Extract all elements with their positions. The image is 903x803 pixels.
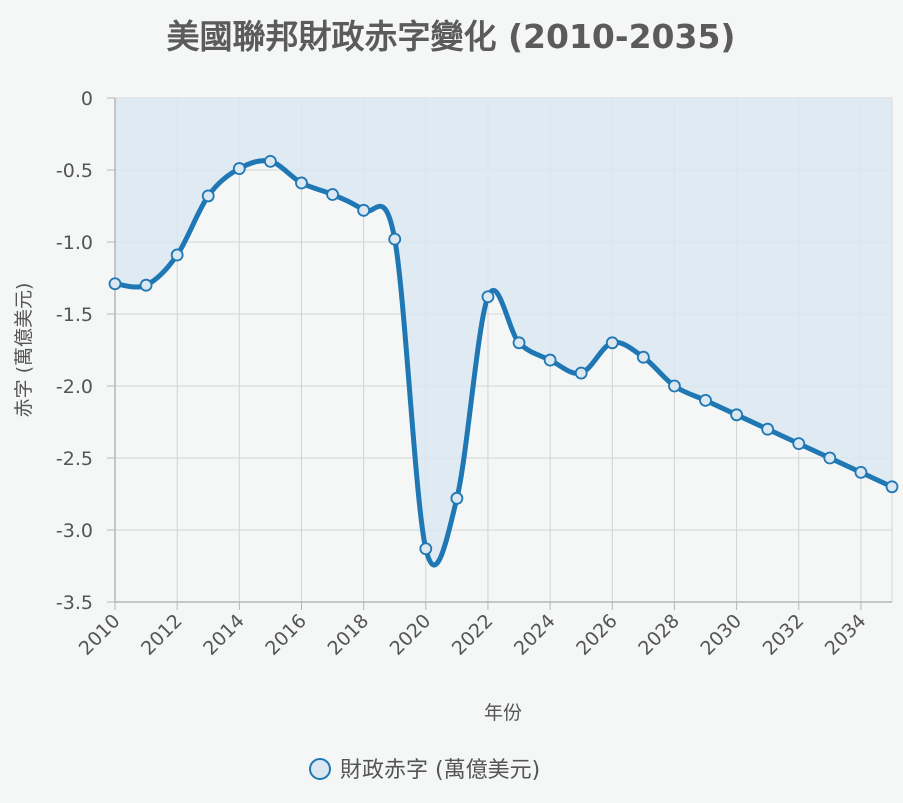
x-axis-ticks: 2010 2012 2014 2016 2018 2020 2022 2024 2026 2028… bbox=[75, 602, 871, 660]
x-axis-title: 年份 bbox=[484, 702, 522, 724]
data-point[interactable] bbox=[605, 336, 619, 350]
data-point[interactable] bbox=[139, 278, 153, 292]
x-tick-label: 2030 bbox=[696, 610, 746, 660]
data-point[interactable] bbox=[232, 162, 246, 175]
data-point[interactable] bbox=[170, 248, 184, 262]
legend-label: 財政赤字 (萬億美元) bbox=[340, 758, 540, 783]
deficit-line bbox=[112, 158, 895, 568]
data-point[interactable] bbox=[357, 203, 371, 217]
data-point[interactable] bbox=[481, 290, 495, 304]
data-point[interactable] bbox=[574, 366, 588, 380]
y-tick-label: -1.0 bbox=[56, 232, 93, 254]
y-tick-label: -3.0 bbox=[56, 520, 93, 542]
x-tick-label: 2028 bbox=[634, 610, 684, 660]
x-tick-label: 2024 bbox=[510, 610, 560, 660]
legend[interactable]: 財政赤字 (萬億美元) bbox=[309, 758, 540, 783]
y-axis-ticks: 0 -0.5 -1.0 -1.5 -2.0 -2.5 -3.0 -3.5 bbox=[56, 88, 115, 614]
data-point[interactable] bbox=[636, 350, 650, 364]
x-tick-label: 2022 bbox=[448, 610, 498, 660]
x-tick-label: 2014 bbox=[199, 610, 249, 660]
data-point[interactable] bbox=[512, 336, 526, 350]
y-tick-label: -1.5 bbox=[56, 304, 93, 326]
axes bbox=[114, 98, 892, 603]
deficit-area-fill bbox=[115, 98, 892, 566]
y-tick-label: -3.5 bbox=[56, 592, 93, 614]
data-point[interactable] bbox=[668, 379, 681, 393]
y-axis-title: 赤字 (萬億美元) bbox=[13, 283, 35, 418]
data-point[interactable] bbox=[730, 408, 743, 422]
legend-marker bbox=[309, 758, 331, 780]
data-point[interactable] bbox=[450, 491, 464, 505]
data-point[interactable] bbox=[885, 480, 899, 494]
y-tick-label: 0 bbox=[81, 88, 93, 110]
y-tick-label: -2.5 bbox=[56, 448, 93, 470]
y-tick-label: -0.5 bbox=[56, 160, 93, 182]
data-point[interactable] bbox=[108, 277, 122, 291]
data-point[interactable] bbox=[761, 422, 775, 436]
data-point[interactable] bbox=[419, 542, 433, 556]
data-points bbox=[108, 154, 899, 556]
x-tick-label: 2016 bbox=[261, 610, 311, 660]
x-tick-label: 2018 bbox=[323, 610, 373, 660]
chart-title: 美國聯邦財政赤字變化 (2010-2035) bbox=[166, 17, 735, 56]
y-tick-label: -2.0 bbox=[56, 376, 93, 398]
data-point[interactable] bbox=[201, 189, 215, 203]
data-point[interactable] bbox=[295, 176, 308, 190]
data-point[interactable] bbox=[699, 393, 712, 407]
x-tick-label: 2012 bbox=[137, 610, 187, 660]
data-point[interactable] bbox=[263, 154, 277, 168]
x-tick-label: 2034 bbox=[821, 610, 871, 660]
data-point[interactable] bbox=[823, 451, 837, 465]
data-point[interactable] bbox=[543, 353, 557, 367]
x-tick-label: 2032 bbox=[759, 610, 809, 660]
x-tick-label: 2010 bbox=[75, 610, 125, 660]
data-point[interactable] bbox=[792, 437, 806, 451]
data-point[interactable] bbox=[326, 188, 339, 201]
x-tick-label: 2020 bbox=[386, 610, 436, 660]
data-point[interactable] bbox=[388, 232, 402, 246]
x-tick-label: 2026 bbox=[572, 610, 622, 660]
data-point[interactable] bbox=[854, 465, 868, 479]
